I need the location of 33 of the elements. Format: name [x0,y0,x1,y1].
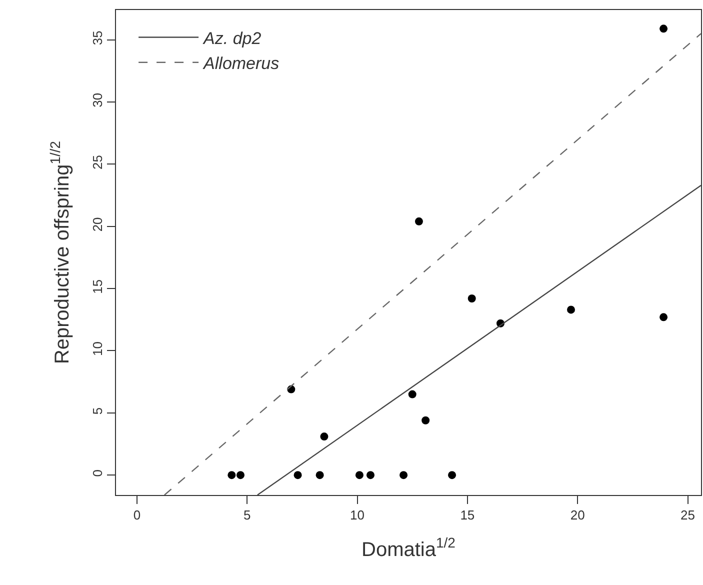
point [320,432,328,441]
x-tick-label: 10 [350,508,365,523]
point [355,471,364,480]
y-tick-label: 20 [90,217,105,232]
legend-label: Az. dp2 [202,28,262,48]
y-tick-label: 25 [90,155,105,170]
point [366,471,374,480]
x-tick-label: 25 [680,508,696,523]
x-tick-label: 0 [133,508,141,523]
y-tick-label: 10 [90,342,105,356]
x-tick-label: 15 [460,508,475,523]
y-tick-label: 5 [90,407,105,415]
point [236,471,244,480]
y-tick-label: 30 [90,92,105,108]
y-tick-label: 15 [90,279,105,294]
point [316,471,324,480]
y-tick-label: 0 [90,470,105,477]
point [448,471,456,480]
point [468,294,476,303]
x-axis-title: Domatia$^{1/2}$ [362,534,456,562]
legend-label: Allomerus [202,54,280,73]
y-tick-label: 35 [90,30,105,46]
point [422,416,430,424]
point [294,471,302,480]
x-tick-label: 20 [570,508,585,523]
point [660,313,668,322]
point [408,390,416,398]
point [660,24,668,33]
point [400,471,408,480]
point [567,306,575,314]
point [414,217,423,226]
x-tick-label: 5 [243,508,251,523]
point [228,471,236,480]
